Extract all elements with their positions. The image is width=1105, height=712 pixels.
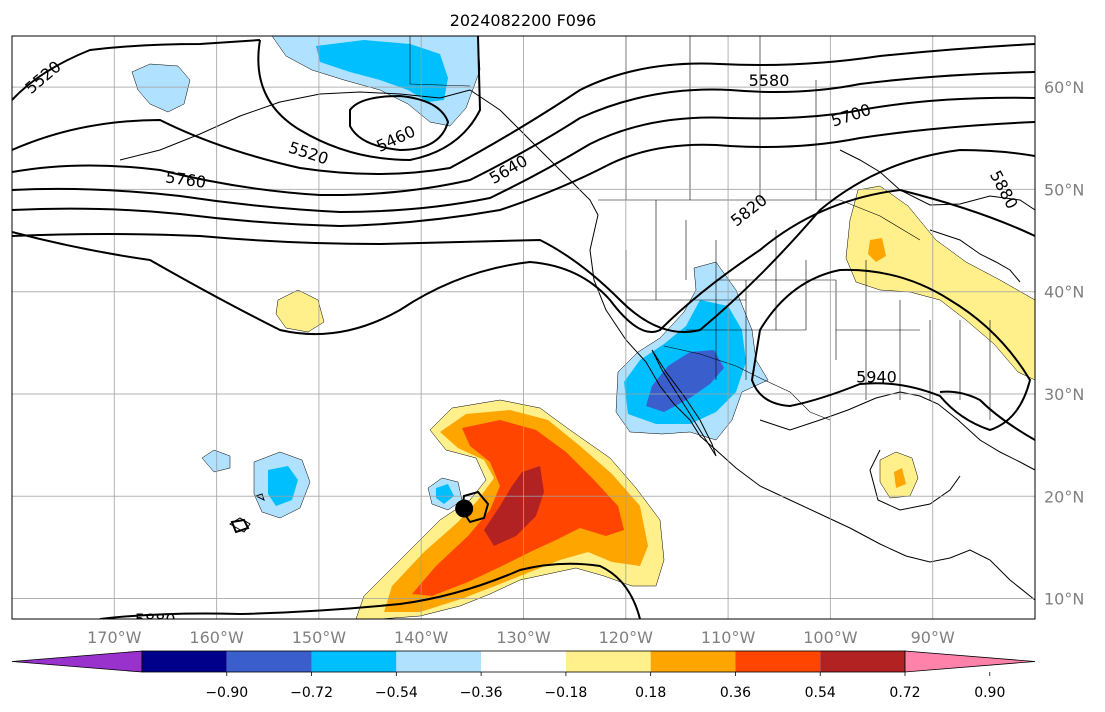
lat-tick-label: 40°N — [1044, 283, 1084, 302]
longitude-labels: 170°W 160°W 150°W 140°W 130°W 120°W 110°W 100°W… — [87, 628, 955, 647]
storm-center-marker — [455, 499, 474, 518]
coastline-layer — [119, 89, 1035, 601]
colorbar-bin — [396, 651, 482, 672]
contour-label: 5580 — [749, 71, 790, 90]
lat-tick-label: 60°N — [1044, 78, 1084, 97]
lon-tick-label: 100°W — [803, 628, 858, 647]
lon-tick-label: 90°W — [911, 628, 955, 647]
lon-tick-label: 160°W — [189, 628, 244, 647]
contour-5820 — [12, 148, 1035, 333]
canada-us-border — [598, 199, 921, 241]
contour-5460 — [349, 94, 450, 152]
hawaii-contour — [230, 518, 250, 534]
negative-anomaly-small-1 — [201, 449, 231, 473]
colorbar-tick-label: −0.90 — [205, 685, 248, 701]
contour-5940 — [750, 268, 1032, 432]
lat-tick-label: 10°N — [1044, 590, 1084, 609]
colorbar-bin — [226, 651, 312, 672]
contour-5640 — [12, 71, 1035, 197]
contour-5520-low — [257, 36, 482, 162]
positive-anomaly-tropical-core — [484, 466, 544, 546]
colorbar-bin — [650, 651, 736, 672]
contour-5880-southeast — [939, 390, 1035, 441]
latitude-labels: 60°N 50°N 40°N 30°N 20°N 10°N — [1044, 78, 1084, 608]
alaska-peninsula — [119, 89, 471, 161]
contour-label: 5940 — [856, 368, 897, 387]
north-america-coast — [469, 89, 1035, 601]
negative-anomaly-small-2-core — [436, 484, 454, 504]
colorbar-extend-low — [11, 650, 143, 673]
contour-5580 — [12, 43, 1035, 175]
colorbar-bin — [565, 651, 651, 672]
lat-tick-label: 20°N — [1044, 487, 1084, 506]
colorbar: −0.90 −0.72 −0.54 −0.36 −0.18 0.18 0.36 0.54 0.7… — [11, 650, 1036, 701]
positive-anomaly-gulf-core — [894, 468, 906, 488]
height-contours — [12, 36, 1035, 619]
negative-anomaly-alaska-core — [316, 40, 448, 102]
colorbar-bin — [481, 651, 566, 672]
colorbar-bin — [142, 651, 227, 672]
colorbar-tick-label: −0.36 — [460, 685, 503, 701]
lon-tick-label: 110°W — [701, 628, 756, 647]
colorbar-tick-label: 0.54 — [805, 685, 836, 701]
figure-title: 2024082200 F096 — [450, 11, 597, 30]
shaded-anomaly-layer — [131, 36, 1035, 619]
colorbar-tick-label: 0.90 — [974, 685, 1005, 701]
contour-5880-south — [99, 562, 641, 619]
lat-tick-label: 50°N — [1044, 180, 1084, 199]
us-mexico-border — [663, 345, 831, 421]
colorbar-tick-label: 0.36 — [720, 685, 751, 701]
positive-anomaly-greatlakes — [845, 185, 1035, 381]
lon-tick-label: 150°W — [292, 628, 347, 647]
colorbar-tick-label: 0.18 — [635, 685, 666, 701]
hawaii-islands — [229, 493, 265, 533]
colorbar-extend-high — [904, 650, 1036, 673]
contour-5880-east — [12, 188, 1035, 335]
lon-tick-label: 120°W — [599, 628, 654, 647]
baja-peninsula — [651, 349, 717, 457]
lon-tick-label: 170°W — [87, 628, 142, 647]
positive-anomaly-greatlakes-core — [868, 238, 886, 262]
contour-5700 — [12, 96, 1035, 214]
alaska-canada-border — [409, 36, 471, 87]
colorbar-bin — [735, 651, 821, 672]
yucatan — [869, 449, 961, 511]
great-lakes — [929, 229, 1021, 283]
gridlines — [12, 36, 1035, 619]
colorbar-tick-label: −0.18 — [544, 685, 587, 701]
lat-tick-label: 30°N — [1044, 385, 1084, 404]
colorbar-bin — [820, 651, 905, 672]
contour-label: 5880 — [135, 610, 176, 629]
contour-5520-north — [12, 39, 261, 101]
negative-anomaly-southwest-core — [646, 350, 724, 412]
gulf-coast — [759, 391, 1035, 471]
contour-5760 — [12, 121, 1035, 228]
lon-tick-label: 130°W — [496, 628, 551, 647]
map-frame — [11, 35, 1036, 620]
colorbar-bin — [311, 651, 397, 672]
colorbar-tick-label: −0.72 — [290, 685, 333, 701]
lon-tick-label: 140°W — [394, 628, 449, 647]
hudson-bay-coast — [839, 149, 1035, 211]
colorbar-tick-label: 0.72 — [889, 685, 920, 701]
negative-anomaly-bering — [131, 63, 191, 113]
colorbar-tick-label: −0.54 — [375, 685, 418, 701]
